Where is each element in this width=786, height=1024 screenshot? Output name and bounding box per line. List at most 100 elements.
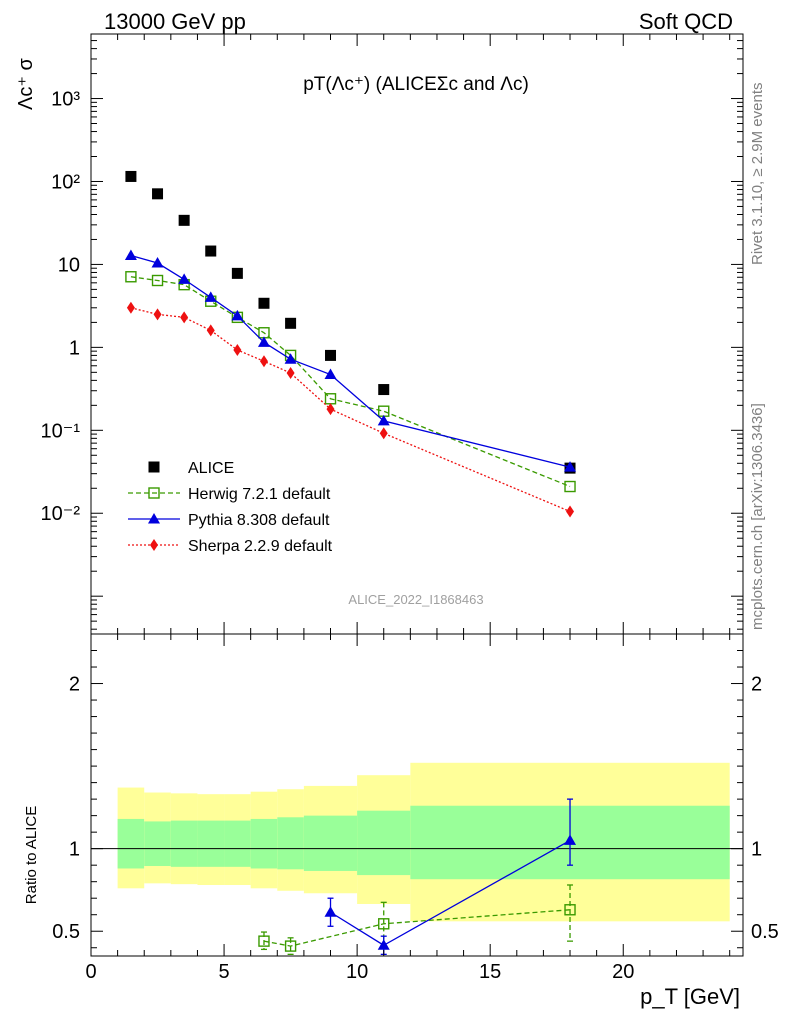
main-y-tick-label: 10⁻¹ bbox=[41, 420, 81, 442]
legend-marker bbox=[150, 539, 158, 551]
data-point bbox=[257, 336, 270, 347]
uncertainty-band-green bbox=[303, 815, 358, 871]
data-point bbox=[153, 308, 162, 321]
ratio-y-tick-label-right: 1 bbox=[751, 839, 762, 861]
uncertainty-band-green bbox=[170, 820, 198, 867]
uncertainty-band-green bbox=[197, 820, 225, 867]
main-y-tick-label: 10 bbox=[58, 254, 80, 276]
legend-entry: Pythia 8.308 default bbox=[128, 512, 330, 529]
ratio-data-point bbox=[258, 935, 270, 947]
analysis-watermark: ALICE_2022_I1868463 bbox=[348, 592, 483, 607]
uncertainty-band-green bbox=[250, 818, 278, 869]
data-point bbox=[284, 353, 297, 364]
collision-label: 13000 GeV pp bbox=[104, 9, 246, 34]
data-point bbox=[231, 309, 244, 321]
ratio-y-tick-label-left: 0.5 bbox=[52, 921, 80, 943]
legend-marker bbox=[148, 461, 160, 473]
ratio-data-point bbox=[324, 906, 337, 917]
data-point bbox=[151, 274, 164, 287]
main-y-axis-label: Λc⁺ σ bbox=[15, 58, 37, 110]
data-point bbox=[125, 170, 137, 182]
process-label: Soft QCD bbox=[639, 9, 733, 34]
ratio-data-point bbox=[564, 834, 577, 845]
ratio-y-tick-label-right: 2 bbox=[751, 674, 762, 696]
ratio-data-point bbox=[564, 904, 576, 916]
series-pythia bbox=[124, 249, 577, 472]
data-point bbox=[178, 214, 190, 226]
data-point bbox=[326, 403, 335, 416]
ratio-y-tick-label-left: 2 bbox=[69, 674, 80, 696]
series-line bbox=[130, 254, 571, 468]
ratio-data-point bbox=[378, 918, 390, 930]
x-tick-label: 20 bbox=[612, 961, 634, 983]
x-tick-label: 10 bbox=[346, 961, 368, 983]
plot-title: pT(Λc⁺) (ALICEΣc and Λc) bbox=[303, 74, 529, 95]
data-point bbox=[152, 188, 164, 200]
ratio-panel: 0.5 0.51 12 20 5 10 15 20 bbox=[52, 633, 779, 983]
data-point bbox=[180, 311, 189, 324]
uncertainty-band-green bbox=[357, 810, 411, 876]
data-point bbox=[324, 368, 337, 380]
data-point bbox=[231, 267, 243, 279]
main-y-tick-label: 1 bbox=[69, 337, 80, 359]
data-point bbox=[259, 355, 268, 368]
main-y-tick-label: 10³ bbox=[51, 89, 80, 111]
uncertainty-band-green bbox=[144, 821, 171, 867]
data-point bbox=[286, 367, 295, 380]
data-point bbox=[379, 427, 388, 440]
series-line bbox=[130, 307, 571, 513]
data-point bbox=[124, 249, 137, 261]
data-point bbox=[285, 317, 297, 329]
ratio-data-point bbox=[377, 939, 390, 950]
data-point bbox=[564, 480, 576, 493]
data-point bbox=[125, 271, 137, 283]
data-point bbox=[206, 324, 215, 337]
x-axis-label: p_T [GeV] bbox=[640, 984, 740, 1009]
uncertainty-band-green bbox=[277, 817, 304, 870]
x-tick-label: 15 bbox=[479, 961, 501, 983]
ratio-y-tick-label-right: 0.5 bbox=[751, 921, 779, 943]
legend-label: ALICE bbox=[188, 460, 234, 477]
data-point bbox=[377, 414, 390, 426]
legend-entry: ALICE bbox=[148, 460, 234, 477]
data-point bbox=[378, 405, 390, 417]
x-tick-label: 0 bbox=[85, 961, 96, 983]
legend-label: Herwig 7.2.1 default bbox=[188, 486, 331, 503]
data-point bbox=[151, 257, 164, 268]
uncertainty-band-green bbox=[117, 818, 145, 869]
data-point bbox=[564, 461, 577, 472]
x-tick-label: 5 bbox=[218, 961, 229, 983]
legend-marker bbox=[148, 487, 160, 499]
data-point bbox=[126, 301, 135, 314]
data-point bbox=[378, 384, 390, 396]
uncertainty-band-green bbox=[224, 820, 251, 867]
ratio-data-point bbox=[284, 940, 297, 952]
main-y-tick-label: 10⁻² bbox=[41, 503, 81, 525]
series-herwig bbox=[125, 271, 576, 493]
legend-label: Pythia 8.308 default bbox=[188, 512, 330, 529]
ratio-series-pythia bbox=[324, 798, 577, 955]
data-point bbox=[233, 343, 242, 356]
ratio-y-axis-label: Ratio to ALICE bbox=[23, 806, 40, 904]
legend-entry: Herwig 7.2.1 default bbox=[128, 486, 331, 503]
rivet-version-label: Rivet 3.1.10, ≥ 2.9M events bbox=[749, 83, 766, 266]
legend-marker bbox=[148, 513, 160, 524]
data-point bbox=[258, 297, 270, 309]
series-line bbox=[130, 276, 571, 488]
legend-entry: Sherpa 2.2.9 default bbox=[128, 538, 333, 555]
series-sherpa bbox=[126, 301, 575, 518]
main-y-tick-label: 10² bbox=[51, 171, 80, 193]
data-point bbox=[325, 349, 337, 361]
data-point bbox=[205, 245, 217, 257]
ratio-plot-frame bbox=[90, 633, 744, 957]
mcplots-label: mcplots.cern.ch [arXiv:1306.3436] bbox=[749, 403, 766, 630]
ratio-series-line bbox=[263, 909, 571, 947]
main-panel: 10⁻² 10⁻¹ 1 10 10² 10³ bbox=[41, 33, 744, 635]
data-point bbox=[566, 505, 575, 518]
data-point bbox=[204, 291, 217, 302]
ratio-y-tick-label-left: 1 bbox=[69, 839, 80, 861]
data-point bbox=[178, 273, 191, 284]
legend: ALICE Herwig 7.2.1 default Pythia 8.308 de… bbox=[128, 460, 333, 555]
ratio-series-group bbox=[258, 798, 577, 955]
